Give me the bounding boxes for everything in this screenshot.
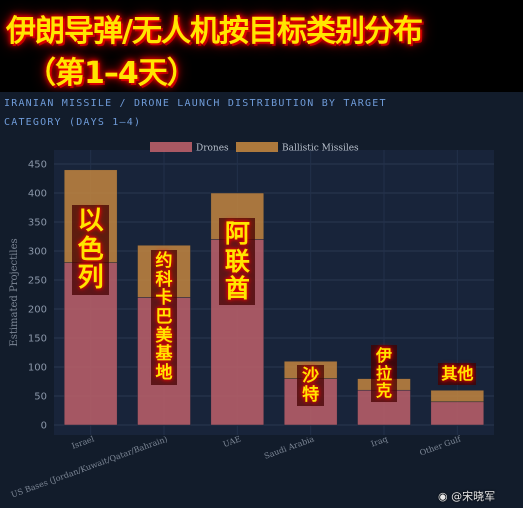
chart-subtitle-line2: CATEGORY (DAYS 1–4) [4, 117, 142, 128]
overlay-label-4: 沙特 [297, 365, 324, 407]
y-tick-label: 350 [28, 218, 47, 229]
chart-subtitle-line1: IRANIAN MISSILE / DRONE LAUNCH DISTRIBUT… [4, 98, 387, 109]
y-tick-label: 150 [28, 334, 47, 345]
headline-days: （第1–4天） [26, 56, 197, 91]
legend-swatch-drones [150, 142, 192, 152]
x-category-label: Saudi Arabia [263, 434, 316, 460]
x-category-label: Israel [71, 434, 96, 451]
headline-title: 伊朗导弹/无人机按目标类别分布 [6, 14, 423, 49]
bar-ballistic [430, 389, 485, 403]
x-category-label: Iraq [370, 434, 389, 448]
y-axis-label: Estimated Projectiles [9, 238, 20, 346]
x-category-label: UAE [222, 434, 242, 449]
headline-banner: 伊朗导弹/无人机按目标类别分布 （第1–4天） [0, 0, 523, 92]
overlay-label-2: 约科卡巴美基地 [150, 250, 178, 385]
overlay-label-6: 其他 [438, 363, 477, 385]
watermark-text: @宋晓军 [451, 490, 496, 503]
legend-label-drones: Drones [196, 144, 229, 154]
overlay-label-1: 以色列 [72, 205, 110, 295]
y-tick-label: 200 [28, 305, 47, 316]
y-tick-label: 50 [34, 392, 47, 403]
y-tick-label: 0 [41, 421, 47, 432]
plot-area [54, 150, 494, 435]
weibo-icon: ◉ [438, 490, 452, 503]
weibo-watermark: ◉ @宋晓军 [438, 488, 495, 504]
y-tick-label: 450 [28, 160, 47, 171]
y-tick-label: 300 [28, 247, 47, 258]
overlay-label-5: 伊拉克 [371, 345, 397, 402]
legend-swatch-ballistic [236, 142, 278, 152]
bar-drones [430, 401, 485, 426]
legend-label-ballistic: Ballistic Missiles [282, 144, 359, 154]
y-tick-label: 400 [28, 189, 47, 200]
x-category-label: Other Gulf [418, 434, 463, 458]
overlay-label-3: 阿联酋 [219, 218, 256, 305]
y-tick-label: 100 [28, 363, 47, 374]
y-tick-label: 250 [28, 276, 47, 287]
